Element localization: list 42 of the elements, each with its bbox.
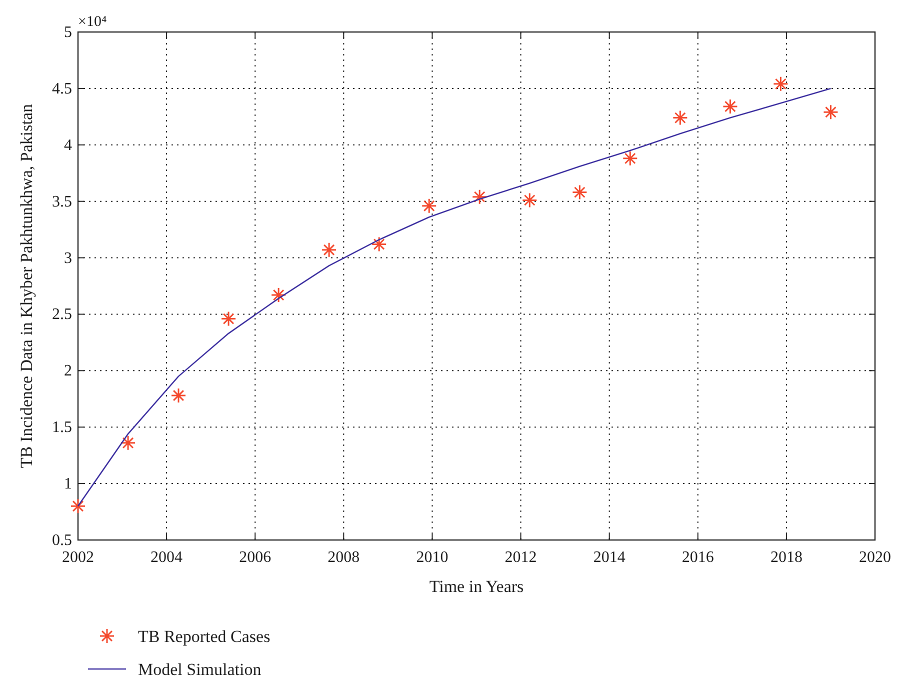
y-tick-label: 4.5 [52, 80, 72, 98]
x-tick-label: 2010 [416, 549, 448, 566]
point [472, 189, 488, 205]
y-tick-label: 2 [64, 362, 72, 380]
x-tick-label: 2008 [328, 549, 360, 566]
point [371, 236, 387, 252]
point [772, 76, 788, 92]
point [622, 150, 638, 166]
y-tick-label: 1.5 [52, 419, 72, 436]
x-tick-label: 2018 [770, 549, 802, 566]
point [321, 242, 337, 258]
x-tick-label: 2004 [150, 549, 183, 566]
y-tick-label: 1 [64, 476, 72, 493]
x-axis-title: Time in Years [429, 577, 524, 596]
legend-label: TB Reported Cases [138, 627, 270, 646]
y-tick-label: 4 [64, 136, 72, 154]
y-axis-title: TB Incidence Data in Khyber Pakhtunkhwa, Pakistan [17, 104, 36, 468]
y-tick-label: 0.5 [52, 532, 72, 549]
point [120, 435, 136, 451]
y-tick-label: 2.5 [52, 306, 72, 324]
point [572, 184, 588, 200]
y-tick-label: 3.5 [52, 193, 72, 210]
x-tick-label: 2006 [239, 549, 272, 566]
point [270, 287, 286, 303]
x-tick-label: 2020 [859, 549, 891, 566]
point [170, 388, 186, 404]
point [722, 98, 738, 114]
point [421, 198, 437, 214]
line-series [77, 88, 832, 507]
point [220, 310, 236, 326]
point [70, 498, 86, 514]
point [522, 192, 538, 208]
y-tick-label: 3 [64, 250, 72, 267]
x-tick-label: 2016 [682, 549, 714, 566]
x-tick-label: 2002 [62, 549, 94, 566]
y-tick-label: 5 [64, 24, 72, 41]
point [822, 104, 838, 120]
x-tick-label: 2014 [593, 549, 626, 566]
x-tick-label: 2012 [504, 549, 537, 566]
legend-label: Model Simulation [138, 660, 262, 679]
point [672, 110, 688, 126]
text: ×10⁴ [78, 14, 107, 30]
